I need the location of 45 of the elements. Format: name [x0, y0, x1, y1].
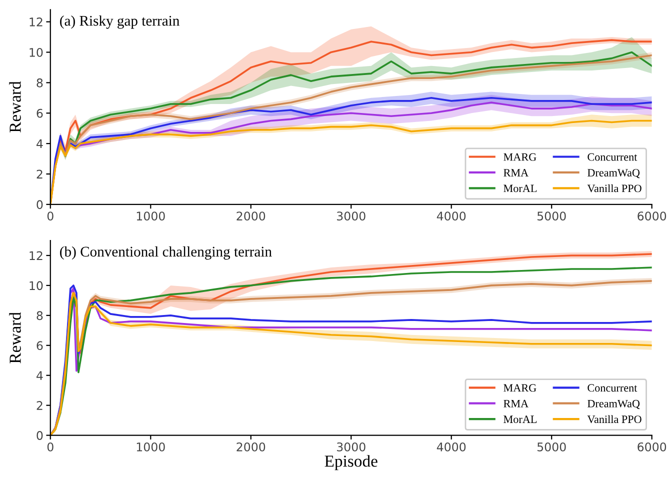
x-tick-label: 0: [47, 442, 54, 452]
legend-label: MARG: [504, 384, 536, 392]
legend-label: RMA: [504, 169, 528, 176]
x-tick-label: 0: [47, 212, 54, 221]
x-axis-title: Episode: [324, 455, 378, 470]
legend-label: Concurrent: [588, 153, 638, 161]
legend-label: RMA: [504, 400, 528, 408]
y-tick-label: 6: [36, 108, 43, 118]
y-tick-label: 2: [36, 401, 42, 410]
x-tick-label: 4000: [436, 442, 466, 452]
x-tick-label: 3000: [337, 442, 366, 452]
legend-label: Concurrent: [588, 384, 638, 392]
y-axis-title: Reward: [9, 312, 21, 364]
x-tick-label: 1000: [136, 212, 165, 221]
x-tick-label: 2000: [236, 442, 266, 452]
x-tick-label: 5000: [537, 212, 566, 221]
y-tick-label: 10: [30, 281, 43, 290]
y-tick-label: 4: [36, 139, 43, 148]
legend-label: MorAL: [504, 184, 537, 192]
legend-label: MorAL: [504, 416, 537, 424]
y-tick-label: 12: [30, 18, 42, 26]
y-tick-label: 8: [36, 311, 43, 320]
y-tick-label: 12: [30, 251, 42, 260]
legend-label: Vanilla PPO: [587, 184, 642, 192]
y-axis-title: Reward: [9, 81, 21, 132]
y-tick-label: 8: [36, 78, 43, 88]
x-tick-label: 3000: [337, 212, 366, 221]
x-tick-label: 1000: [136, 442, 165, 452]
y-tick-label: 2: [36, 170, 42, 178]
x-tick-label: 5000: [537, 442, 566, 452]
legend-label: DreamWaQ: [588, 169, 640, 178]
chart-title: (b) Conventional challenging terrain: [60, 246, 272, 260]
x-tick-label: 6000: [638, 442, 666, 452]
y-tick-label: 6: [36, 341, 43, 350]
y-tick-label: 10: [30, 48, 43, 57]
y-tick-label: 4: [36, 371, 43, 380]
x-tick-label: 2000: [236, 212, 266, 221]
x-tick-label: 6000: [638, 212, 666, 221]
legend-label: MARG: [504, 153, 536, 161]
x-tick-label: 4000: [436, 212, 466, 221]
y-tick-label: 0: [36, 200, 43, 210]
legend-label: Vanilla PPO: [587, 415, 642, 424]
y-tick-label: 0: [36, 431, 43, 440]
chart-title: (a) Risky gap terrain: [60, 15, 180, 29]
legend-label: DreamWaQ: [588, 400, 640, 410]
